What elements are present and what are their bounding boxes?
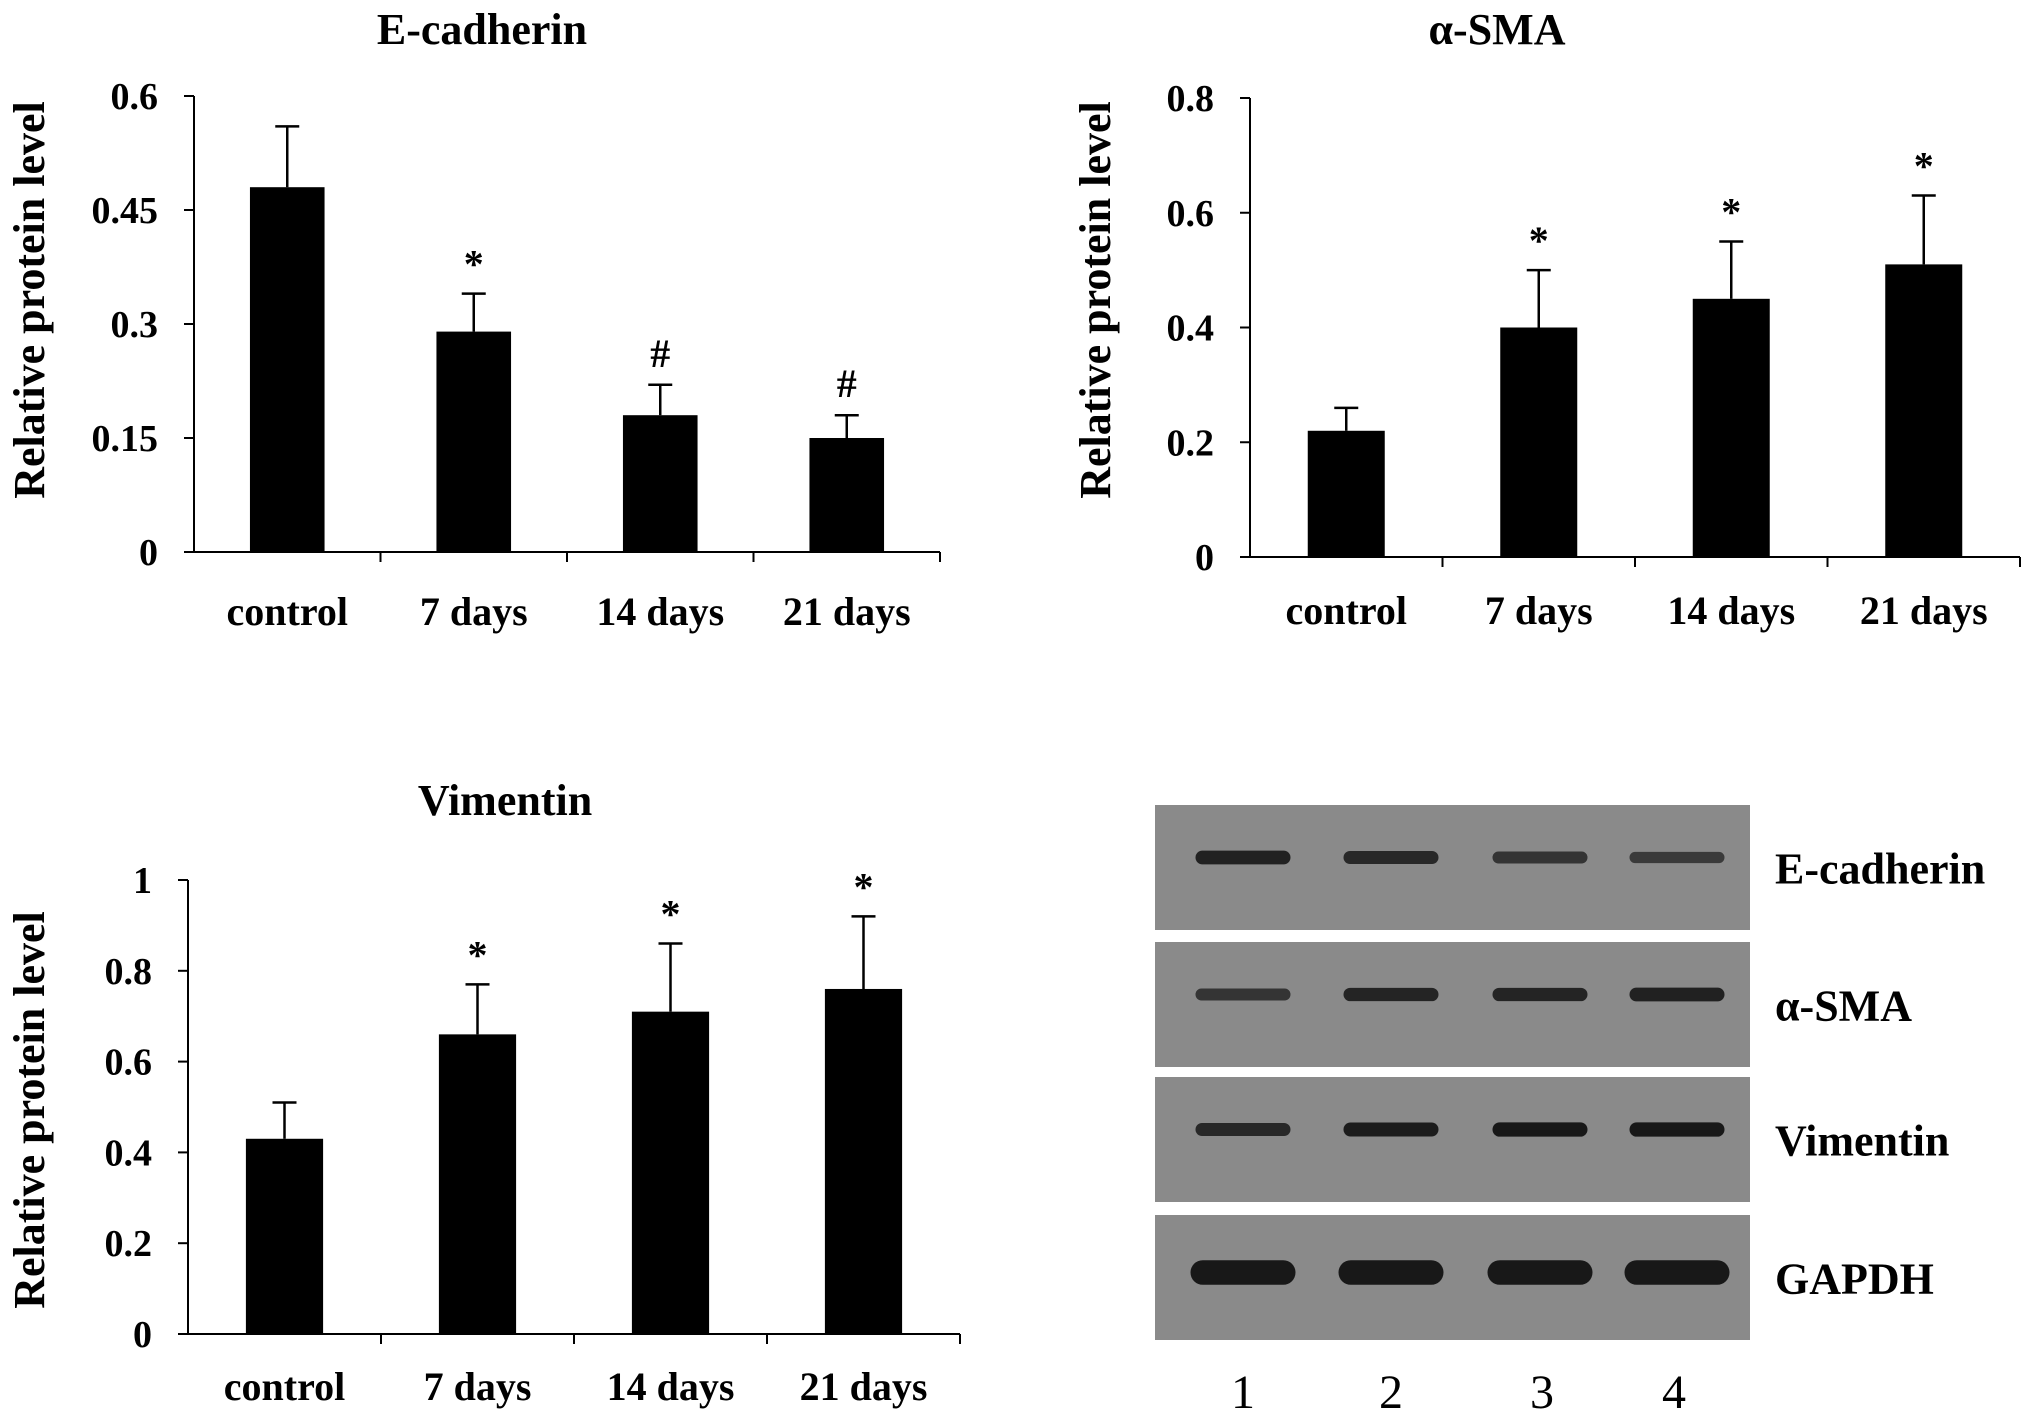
bar xyxy=(438,1034,517,1334)
x-tick-label: 21 days xyxy=(800,1364,928,1409)
chart-title: E-cadherin xyxy=(377,5,587,54)
y-axis-label: Relative protein level xyxy=(1071,101,1120,499)
blot-lane-label: 1 xyxy=(1231,1366,1255,1419)
blot-band xyxy=(1492,987,1588,1002)
y-axis-label: Relative protein level xyxy=(5,911,54,1309)
x-tick-label: 7 days xyxy=(1485,588,1593,633)
y-tick-label: 0.6 xyxy=(1167,193,1215,235)
chart-title: Vimentin xyxy=(418,776,592,825)
blot-band xyxy=(1338,1260,1444,1285)
significance-marker: * xyxy=(854,864,874,909)
bar xyxy=(436,331,512,552)
chart-title: α-SMA xyxy=(1429,5,1566,54)
bar xyxy=(1692,298,1770,557)
bar xyxy=(824,988,903,1334)
bar xyxy=(631,1011,710,1334)
blot-membrane-strip xyxy=(1155,942,1750,1067)
significance-marker: * xyxy=(1529,218,1549,263)
chart-alpha-sma: α-SMA Relative protein level 0 0.2 0.4 0.6 0… xyxy=(1071,5,2021,633)
blot-row-label: Vimentin xyxy=(1775,1117,1949,1166)
y-tick-label: 0.3 xyxy=(111,304,159,346)
blot-band xyxy=(1629,1122,1725,1137)
x-tick-label: 14 days xyxy=(1667,588,1795,633)
x-tick-label: 14 days xyxy=(596,589,724,634)
blot-band xyxy=(1195,850,1291,865)
x-tick-label: 21 days xyxy=(783,589,911,634)
y-tick-label: 0.6 xyxy=(111,76,159,118)
blot-band xyxy=(1629,987,1725,1002)
blot-lane-label: 2 xyxy=(1379,1366,1403,1419)
blot-membrane-strip xyxy=(1155,1077,1750,1202)
blot-band xyxy=(1190,1260,1296,1285)
blot-lane-label: 4 xyxy=(1662,1366,1686,1419)
significance-marker: * xyxy=(661,892,681,937)
y-tick-label: 0.2 xyxy=(1167,422,1215,464)
blot-lane-label: 3 xyxy=(1530,1366,1554,1419)
blot-band xyxy=(1492,1122,1588,1137)
significance-marker: * xyxy=(468,932,488,977)
significance-marker: # xyxy=(837,361,857,406)
western-blot-panel: E-cadherin α-SMA Vimentin GAPDH 1 2 3 4 xyxy=(1155,802,1985,1419)
x-tick-label: 7 days xyxy=(424,1364,532,1409)
y-tick-label: 0.8 xyxy=(105,951,153,993)
significance-marker: * xyxy=(464,242,484,287)
y-axis-label: Relative protein level xyxy=(5,101,54,499)
blot-row-label: GAPDH xyxy=(1775,1255,1934,1304)
chart-vimentin: Vimentin Relative protein level 0 0.2 0.4 0… xyxy=(5,776,961,1409)
bar xyxy=(1307,430,1385,557)
blot-band xyxy=(1343,1122,1439,1137)
blot-row-label: E-cadherin xyxy=(1775,845,1985,894)
x-tick-label: 21 days xyxy=(1860,588,1988,633)
blot-band xyxy=(1629,851,1725,864)
bar xyxy=(622,415,698,552)
x-tick-label: control xyxy=(227,589,348,634)
significance-marker: # xyxy=(650,331,670,376)
blot-band xyxy=(1195,988,1291,1001)
y-tick-label: 0.45 xyxy=(92,190,159,232)
significance-marker: * xyxy=(1914,144,1934,189)
bar xyxy=(1885,264,1963,557)
blot-band xyxy=(1487,1260,1593,1285)
blot-row-label: α-SMA xyxy=(1775,982,1912,1031)
y-tick-label: 0.4 xyxy=(1167,308,1215,350)
x-tick-label: 7 days xyxy=(420,589,528,634)
chart-e-cadherin: E-cadherin Relative protein level 0 0.15 0… xyxy=(5,5,941,634)
y-tick-label: 0.2 xyxy=(105,1223,153,1265)
bar xyxy=(809,438,885,552)
blot-band xyxy=(1343,851,1439,864)
blot-band xyxy=(1624,1260,1730,1285)
y-tick-label: 0.8 xyxy=(1167,78,1215,120)
y-tick-label: 0.6 xyxy=(105,1042,153,1084)
x-tick-label: control xyxy=(224,1364,345,1409)
blot-band xyxy=(1195,1123,1291,1136)
y-tick-label: 0.15 xyxy=(92,418,159,460)
blot-band xyxy=(1343,987,1439,1002)
x-tick-label: 14 days xyxy=(607,1364,735,1409)
blot-band xyxy=(1492,851,1588,864)
bar xyxy=(249,187,325,552)
y-tick-label: 0 xyxy=(133,1314,152,1356)
significance-marker: * xyxy=(1721,189,1741,234)
blot-membrane-strip xyxy=(1155,805,1750,930)
y-tick-label: 0 xyxy=(139,532,158,574)
bar xyxy=(245,1138,324,1334)
y-tick-label: 0 xyxy=(1195,537,1214,579)
y-tick-label: 1 xyxy=(133,860,152,902)
bar xyxy=(1500,327,1578,557)
y-tick-label: 0.4 xyxy=(105,1132,153,1174)
x-tick-label: control xyxy=(1286,588,1407,633)
